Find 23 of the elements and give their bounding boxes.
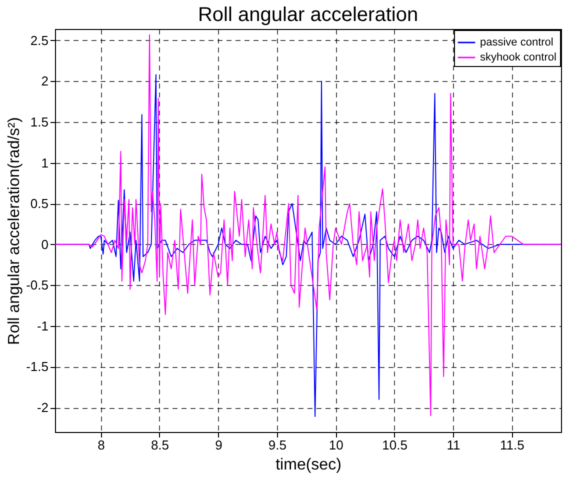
- x-tick-label: 11.5: [500, 438, 524, 452]
- y-tick-label: -0.5: [26, 278, 48, 293]
- chart-title: Roll angular acceleration: [198, 4, 418, 26]
- y-tick-label: -1.5: [26, 359, 48, 374]
- y-tick-label: 2: [41, 74, 48, 89]
- legend-label: passive control: [480, 36, 554, 48]
- legend-label: skyhook control: [480, 52, 556, 64]
- y-tick-label: -1: [36, 318, 48, 334]
- y-tick-label: 1.5: [30, 114, 48, 130]
- x-tick-label: 8.5: [150, 438, 170, 452]
- y-tick-label: -2: [36, 400, 48, 416]
- y-tick-label: 0.5: [30, 196, 48, 212]
- x-tick-label: 10: [328, 438, 344, 452]
- y-tick-label: 0: [41, 236, 48, 252]
- x-tick-label: 10.5: [382, 438, 408, 452]
- x-tick-label: 9: [215, 438, 222, 452]
- x-axis-title: time(sec): [276, 456, 342, 474]
- y-tick-label: 1: [41, 155, 48, 170]
- y-tick-label: 2.5: [30, 32, 48, 48]
- x-tick-label: 9.5: [268, 438, 286, 452]
- y-axis-title: Roll angular acceleration(rad/s²): [6, 117, 24, 345]
- x-tick-label: 11: [446, 438, 460, 452]
- x-tick-label: 8: [98, 438, 105, 452]
